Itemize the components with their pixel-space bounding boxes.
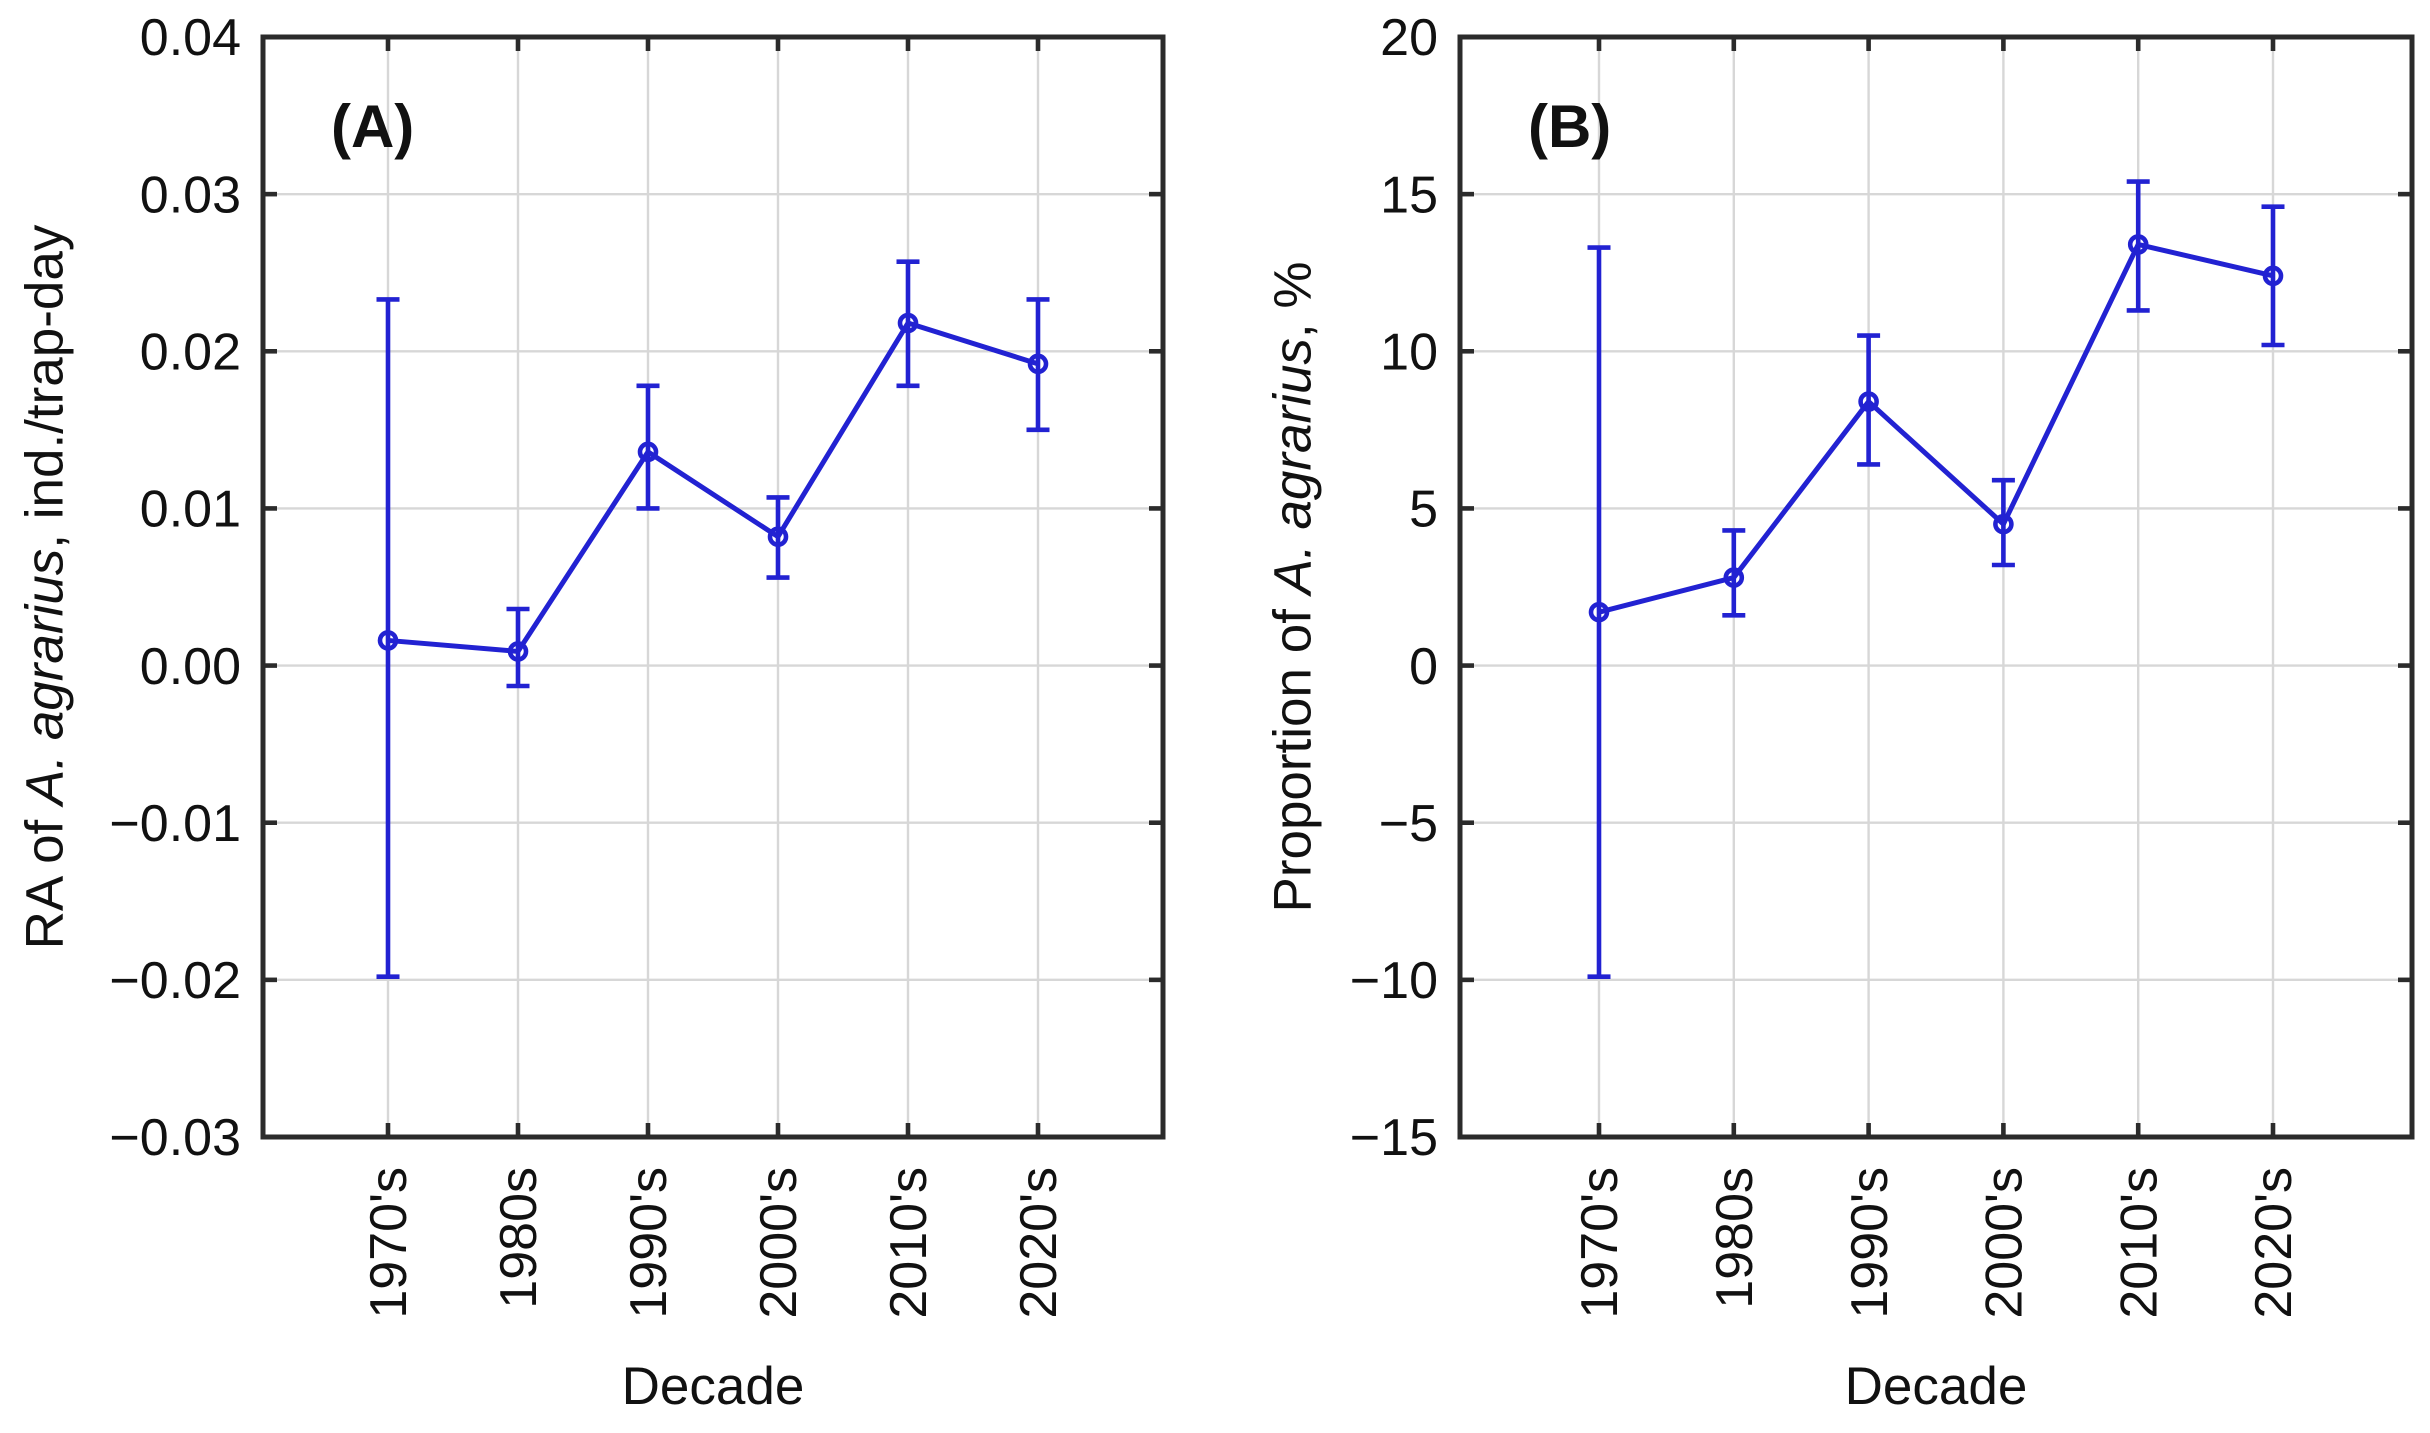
data-point-marker (2127, 234, 2149, 255)
data-point-marker (1993, 513, 2014, 535)
y-axis-title-prefix: RA of (16, 805, 75, 949)
y-axis-title: RA of A. agrarius, ind./trap-day (16, 224, 75, 949)
x-tick-label: 2000's (750, 1167, 808, 1319)
data-point-marker (507, 641, 529, 662)
data-point-marker (637, 441, 659, 463)
y-tick-label: 15 (1380, 166, 1438, 224)
y-tick-label: 0.01 (140, 481, 241, 539)
panel-b: 20 15 10 5 0 −5 −10 −15 1970's 1980s 1990's 2000's 2… (1264, 9, 2415, 1416)
y-tick-label: 0.04 (140, 9, 241, 67)
y-tick-label: −5 (1379, 795, 1438, 853)
y-tick-label: −0.03 (109, 1109, 241, 1167)
y-tick-label: 0.00 (140, 638, 241, 696)
data-line (1598, 241, 2274, 615)
data-point-marker (1723, 567, 1745, 588)
y-axis-title-species: A. agrarius (16, 549, 75, 808)
y-tick-label: −15 (1350, 1109, 1438, 1167)
y-tick-label: 0 (1409, 638, 1438, 696)
error-bar (1026, 297, 1050, 433)
x-tick-label: 2020's (2245, 1167, 2303, 1319)
data-point-marker (767, 526, 789, 548)
panel-a: 0.04 0.03 0.02 0.01 0.00 −0.01 −0.02 −0.03 1970'… (16, 9, 1166, 1416)
error-bar (636, 383, 660, 511)
panel-label: (B) (1528, 93, 1611, 160)
x-axis-title: Decade (622, 1357, 805, 1416)
axis-box (1457, 34, 2415, 1140)
x-tick-label: 1990's (1841, 1167, 1899, 1319)
x-tick-label: 2020's (1010, 1167, 1068, 1319)
y-axis-title-prefix: Proportion of (1264, 594, 1323, 912)
data-point-marker (377, 630, 399, 651)
y-axis-title-suffix: , ind./trap-day (16, 224, 75, 549)
y-tick-label: −0.01 (109, 795, 241, 853)
data-point-marker (1858, 391, 1879, 412)
y-tick-label: 10 (1380, 323, 1438, 381)
x-tick-label: 2010's (2110, 1167, 2168, 1319)
data-point-marker (2262, 265, 2284, 287)
error-bar (376, 297, 400, 980)
data-point-marker (1588, 601, 1610, 623)
y-axis-title-species: A. agrarius (1264, 338, 1323, 597)
y-axis-title-suffix: , % (1264, 261, 1323, 338)
y-tick-label: −10 (1350, 952, 1438, 1010)
y-axis-title: Proportion of A. agrarius, % (1264, 261, 1323, 912)
data-line (387, 320, 1039, 654)
data-point-marker (1027, 353, 1049, 375)
x-tick-label: 2000's (1976, 1167, 2034, 1319)
x-axis-title: Decade (1845, 1357, 2028, 1416)
y-tick-label: 20 (1380, 9, 1438, 67)
x-tick-label: 1980s (490, 1167, 548, 1309)
x-tick-label: 1970's (1571, 1167, 1629, 1319)
y-tick-label: 0.02 (140, 323, 241, 381)
y-tick-label: 0.03 (140, 166, 241, 224)
x-tick-label: 2010's (880, 1167, 938, 1319)
x-tick-label: 1990's (620, 1167, 678, 1319)
x-tick-label: 1980s (1706, 1167, 1764, 1309)
y-tick-label: 5 (1409, 481, 1438, 539)
error-bar (1722, 528, 1746, 618)
panel-label: (A) (331, 93, 414, 160)
y-tick-label: −0.02 (109, 952, 241, 1010)
data-point-marker (897, 312, 919, 334)
axis-box (260, 34, 1166, 1140)
x-tick-label: 1970's (360, 1167, 418, 1319)
